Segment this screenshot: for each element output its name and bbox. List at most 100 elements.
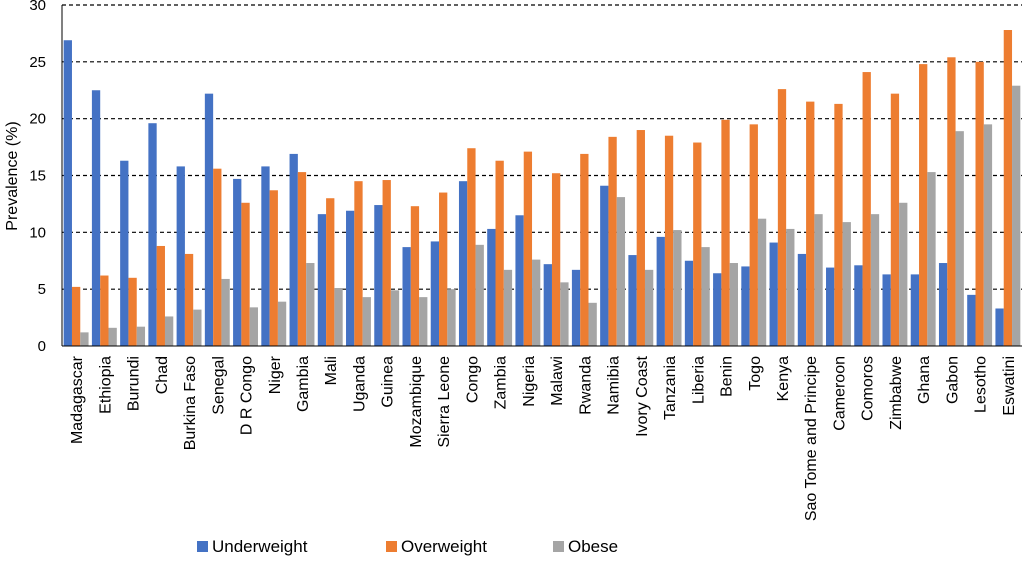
bar-overweight: [382, 180, 391, 346]
bar-obese: [447, 289, 456, 346]
legend-label-overweight: Overweight: [401, 537, 487, 556]
x-category-label: Mozambique: [408, 356, 425, 448]
bar-overweight: [269, 190, 278, 346]
bar-underweight: [543, 264, 552, 346]
bar-overweight: [297, 172, 307, 346]
bar-underweight: [487, 228, 496, 346]
x-category-label: Sierra Leone: [436, 356, 453, 448]
bar-overweight: [184, 253, 194, 346]
bar-overweight: [947, 57, 956, 346]
y-axis-title: Prevalence (%): [4, 121, 21, 230]
bar-obese: [870, 214, 880, 346]
x-category-label: Niger: [267, 355, 284, 394]
bar-overweight: [156, 245, 165, 346]
y-tick-label: 0: [38, 338, 46, 355]
bar-overweight: [241, 202, 250, 346]
bar-underweight: [910, 274, 920, 346]
bar-underweight: [204, 93, 214, 346]
bar-overweight: [128, 277, 137, 346]
bar-overweight: [777, 89, 787, 346]
bar-overweight: [664, 135, 674, 346]
bar-obese: [701, 247, 710, 346]
x-category-label: D R Congo: [239, 356, 256, 435]
bars: [63, 30, 1021, 347]
bar-obese: [955, 131, 964, 346]
bar-underweight: [515, 215, 524, 346]
bar-obese: [164, 316, 174, 346]
bar-overweight: [467, 148, 476, 346]
bar-underweight: [600, 185, 609, 346]
bar-underweight: [826, 267, 835, 346]
bar-underweight: [233, 178, 242, 346]
bar-overweight: [693, 142, 702, 346]
bar-underweight: [769, 242, 778, 346]
bar-obese: [306, 263, 315, 346]
bar-obese: [80, 332, 89, 346]
bar-underweight: [995, 308, 1004, 346]
x-category-label: Malawi: [549, 356, 566, 406]
x-category-label: Kenya: [775, 356, 792, 401]
x-category-label: Togo: [747, 356, 764, 391]
bar-overweight: [410, 206, 420, 346]
bar-underweight: [628, 255, 637, 346]
x-category-label: Ivory Coast: [634, 355, 651, 436]
bar-overweight: [806, 101, 815, 346]
bar-underweight: [854, 265, 863, 346]
bar-obese: [673, 230, 682, 346]
bar-overweight: [580, 153, 589, 346]
y-tick-label: 20: [29, 111, 46, 128]
bar-underweight: [120, 160, 129, 346]
legend-swatch-overweight: [386, 541, 397, 552]
x-category-label: Gambia: [295, 356, 312, 412]
x-category-label: Burundi: [126, 356, 143, 411]
x-category-label: Comoros: [860, 356, 877, 421]
bar-obese: [616, 197, 626, 346]
bar-obese: [503, 269, 513, 346]
bar-overweight: [608, 136, 617, 346]
bar-overweight: [890, 93, 900, 346]
legend-swatch-underweight: [197, 541, 208, 552]
bar-obese: [221, 278, 230, 346]
bar-obese: [899, 202, 908, 346]
bar-obese: [1012, 85, 1021, 346]
bar-obese: [419, 297, 428, 346]
bar-obese: [475, 244, 484, 346]
y-tick-label: 5: [38, 281, 46, 298]
y-axis-ticks: 0 5 10 15 20 25 30: [29, 0, 46, 355]
bar-obese: [644, 269, 654, 346]
x-category-label: Rwanda: [577, 356, 594, 415]
bar-obese: [786, 228, 795, 346]
bar-overweight: [523, 151, 533, 346]
x-category-label: Senegal: [210, 356, 227, 415]
bar-underweight: [176, 166, 185, 346]
bar-underweight: [289, 153, 298, 346]
x-category-label: Benin: [719, 356, 736, 397]
bar-obese: [729, 263, 738, 346]
bar-underweight: [458, 181, 468, 346]
bar-underweight: [938, 263, 948, 346]
x-category-label: Guinea: [380, 356, 397, 408]
bar-obese: [334, 288, 343, 346]
bar-obese: [277, 301, 287, 346]
y-tick-label: 15: [29, 168, 46, 185]
bar-underweight: [402, 247, 411, 346]
bar-overweight: [495, 160, 504, 346]
x-category-label: Mali: [323, 356, 340, 385]
x-category-label: Ethiopia: [97, 356, 114, 414]
bar-obese: [588, 302, 597, 346]
bar-underweight: [571, 269, 581, 346]
bar-obese: [362, 297, 371, 346]
x-category-label: Madagascar: [69, 355, 86, 444]
x-category-label: Ghana: [916, 356, 933, 404]
bar-underweight: [684, 260, 694, 346]
bar-overweight: [919, 64, 928, 347]
legend-label-underweight: Underweight: [212, 537, 308, 556]
bar-underweight: [430, 241, 440, 346]
bar-obese: [842, 222, 851, 346]
bar-obese: [390, 290, 400, 346]
bar-overweight: [862, 72, 871, 347]
y-tick-label: 30: [29, 0, 46, 14]
x-category-label: Zambia: [493, 356, 510, 409]
